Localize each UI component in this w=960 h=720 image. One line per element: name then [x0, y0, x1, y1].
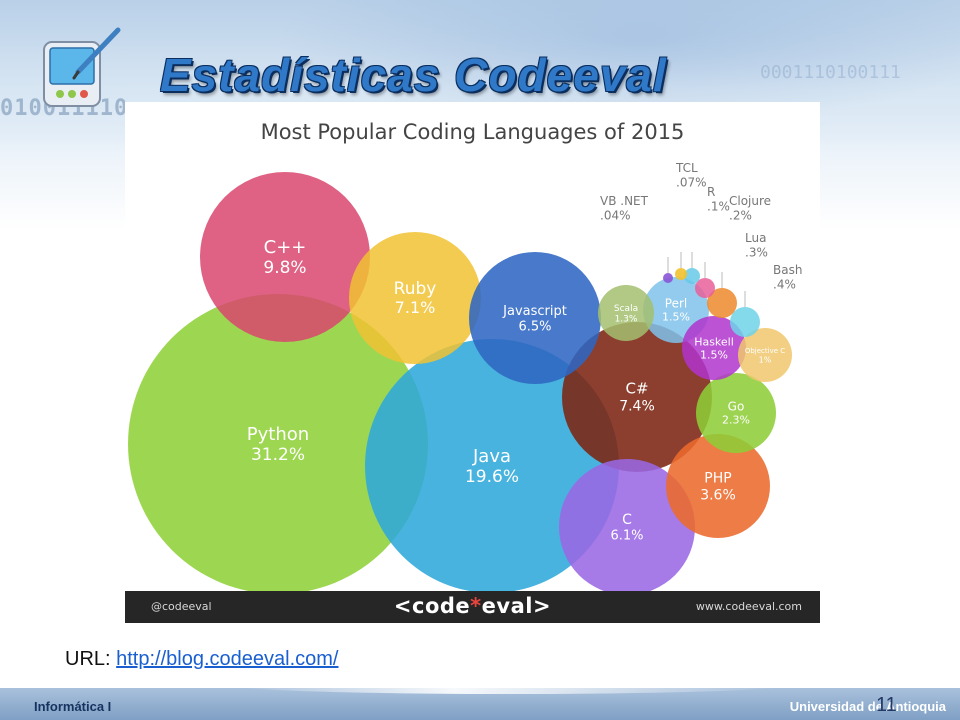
bubble-c: [562, 322, 712, 472]
bubble-label-php: PHP: [704, 471, 731, 487]
url-label: URL:: [65, 648, 117, 670]
footer-university: Universidad de Antioquia: [789, 699, 946, 714]
bubble-label-ruby: Ruby: [394, 279, 437, 299]
bubble-clojure: [695, 278, 715, 298]
pda-pen-icon: [43, 27, 121, 107]
bubble-value-objective-c: 1%: [759, 356, 772, 365]
footer-course-name: Informática I: [34, 699, 112, 714]
bubble-value-haskell: 1.5%: [700, 348, 728, 361]
bubble-python: [128, 294, 428, 591]
codeeval-logo-right: eval>: [481, 594, 552, 618]
codeeval-logo-star: *: [470, 594, 482, 618]
bubble-bash: [730, 307, 760, 337]
bubble-value-vb-net: .04%: [600, 208, 631, 222]
chart-title: Most Popular Coding Languages of 2015: [260, 120, 685, 144]
bubble-value-scala: 1.3%: [615, 315, 638, 325]
bubble-label-python: Python: [247, 424, 309, 445]
bubble-c: [559, 459, 695, 591]
bubble-value-javascript: 6.5%: [518, 319, 551, 334]
footer-handle: @codeeval: [151, 600, 212, 613]
bubble-label-lua: Lua: [745, 231, 766, 245]
blog-url-link[interactable]: http://blog.codeeval.com/: [116, 648, 339, 670]
bottom-swoosh: [230, 676, 790, 694]
bubble-label-haskell: Haskell: [694, 335, 734, 348]
infographic-panel: Python 31.2% Java 19.6% C++ 9.8% Ruby 7.1% C# 7.4…: [125, 102, 820, 623]
bubble-haskell: [682, 316, 746, 380]
bubble-label-c: C++: [264, 237, 307, 258]
bubble-ruby: [349, 232, 481, 364]
bubble-php: [666, 434, 770, 538]
bubble-value-bash: .4%: [773, 277, 796, 291]
bubble-value-tcl: .07%: [676, 175, 707, 189]
bubble-label-clojure: Clojure: [729, 194, 771, 208]
bubble-value-perl: 1.5%: [662, 310, 690, 323]
footer-site: www.codeeval.com: [695, 600, 802, 613]
bubble-objective-c: [738, 328, 792, 382]
infographic-footer: @codeeval <code*eval> www.codeeval.com: [125, 591, 820, 623]
bubble-label-scala: Scala: [614, 304, 638, 314]
bubble-javascript: [469, 252, 601, 384]
bubble-label-perl: Perl: [665, 296, 687, 310]
bubble-value-lua: .3%: [745, 245, 768, 259]
bubble-vb-net: [663, 273, 673, 283]
bubble-value-php: 3.6%: [700, 487, 736, 503]
bubble-label-objective-c: Objective C: [745, 347, 785, 355]
bubble-label-java: Java: [472, 446, 511, 467]
bubble-label-vb-net: VB .NET: [600, 194, 649, 208]
bubble-value-c: 6.1%: [610, 528, 643, 543]
bubble-value-go: 2.3%: [722, 413, 750, 426]
bubble-value-java: 19.6%: [465, 467, 519, 487]
bubble-label-go: Go: [728, 399, 745, 413]
url-line: URL: http://blog.codeeval.com/: [65, 648, 338, 671]
codeeval-logo: <code*eval>: [125, 594, 820, 618]
bubble-go: [696, 373, 776, 453]
bubble-java: [365, 339, 619, 591]
bubble-r: [684, 268, 700, 284]
bubble-label-javascript: Javascript: [502, 304, 567, 319]
bubble-label-tcl: TCL: [675, 161, 698, 175]
bubble-label-r: R: [707, 185, 715, 199]
bubble-label-c: C#: [625, 380, 648, 398]
bubble-lua: [707, 288, 737, 318]
header-watermark-decoration: 0001110100111: [760, 62, 901, 83]
bubble-value-clojure: .2%: [729, 208, 752, 222]
bubble-value-python: 31.2%: [251, 445, 305, 465]
slide-title: Estadísticas Codeeval: [160, 49, 667, 101]
bubble-value-c: 7.4%: [619, 398, 655, 414]
bubble-c: [200, 172, 370, 342]
codeeval-logo-left: <code: [393, 594, 471, 618]
bubble-tcl: [675, 268, 687, 280]
bubble-scala: [598, 285, 654, 341]
bubble-value-ruby: 7.1%: [395, 298, 436, 317]
bubble-value-c: 9.8%: [263, 258, 306, 278]
bubble-value-r: .1%: [707, 199, 730, 213]
bubble-label-c: C: [622, 512, 632, 528]
page-number: 11: [876, 694, 897, 716]
bubble-label-bash: Bash: [773, 263, 802, 277]
